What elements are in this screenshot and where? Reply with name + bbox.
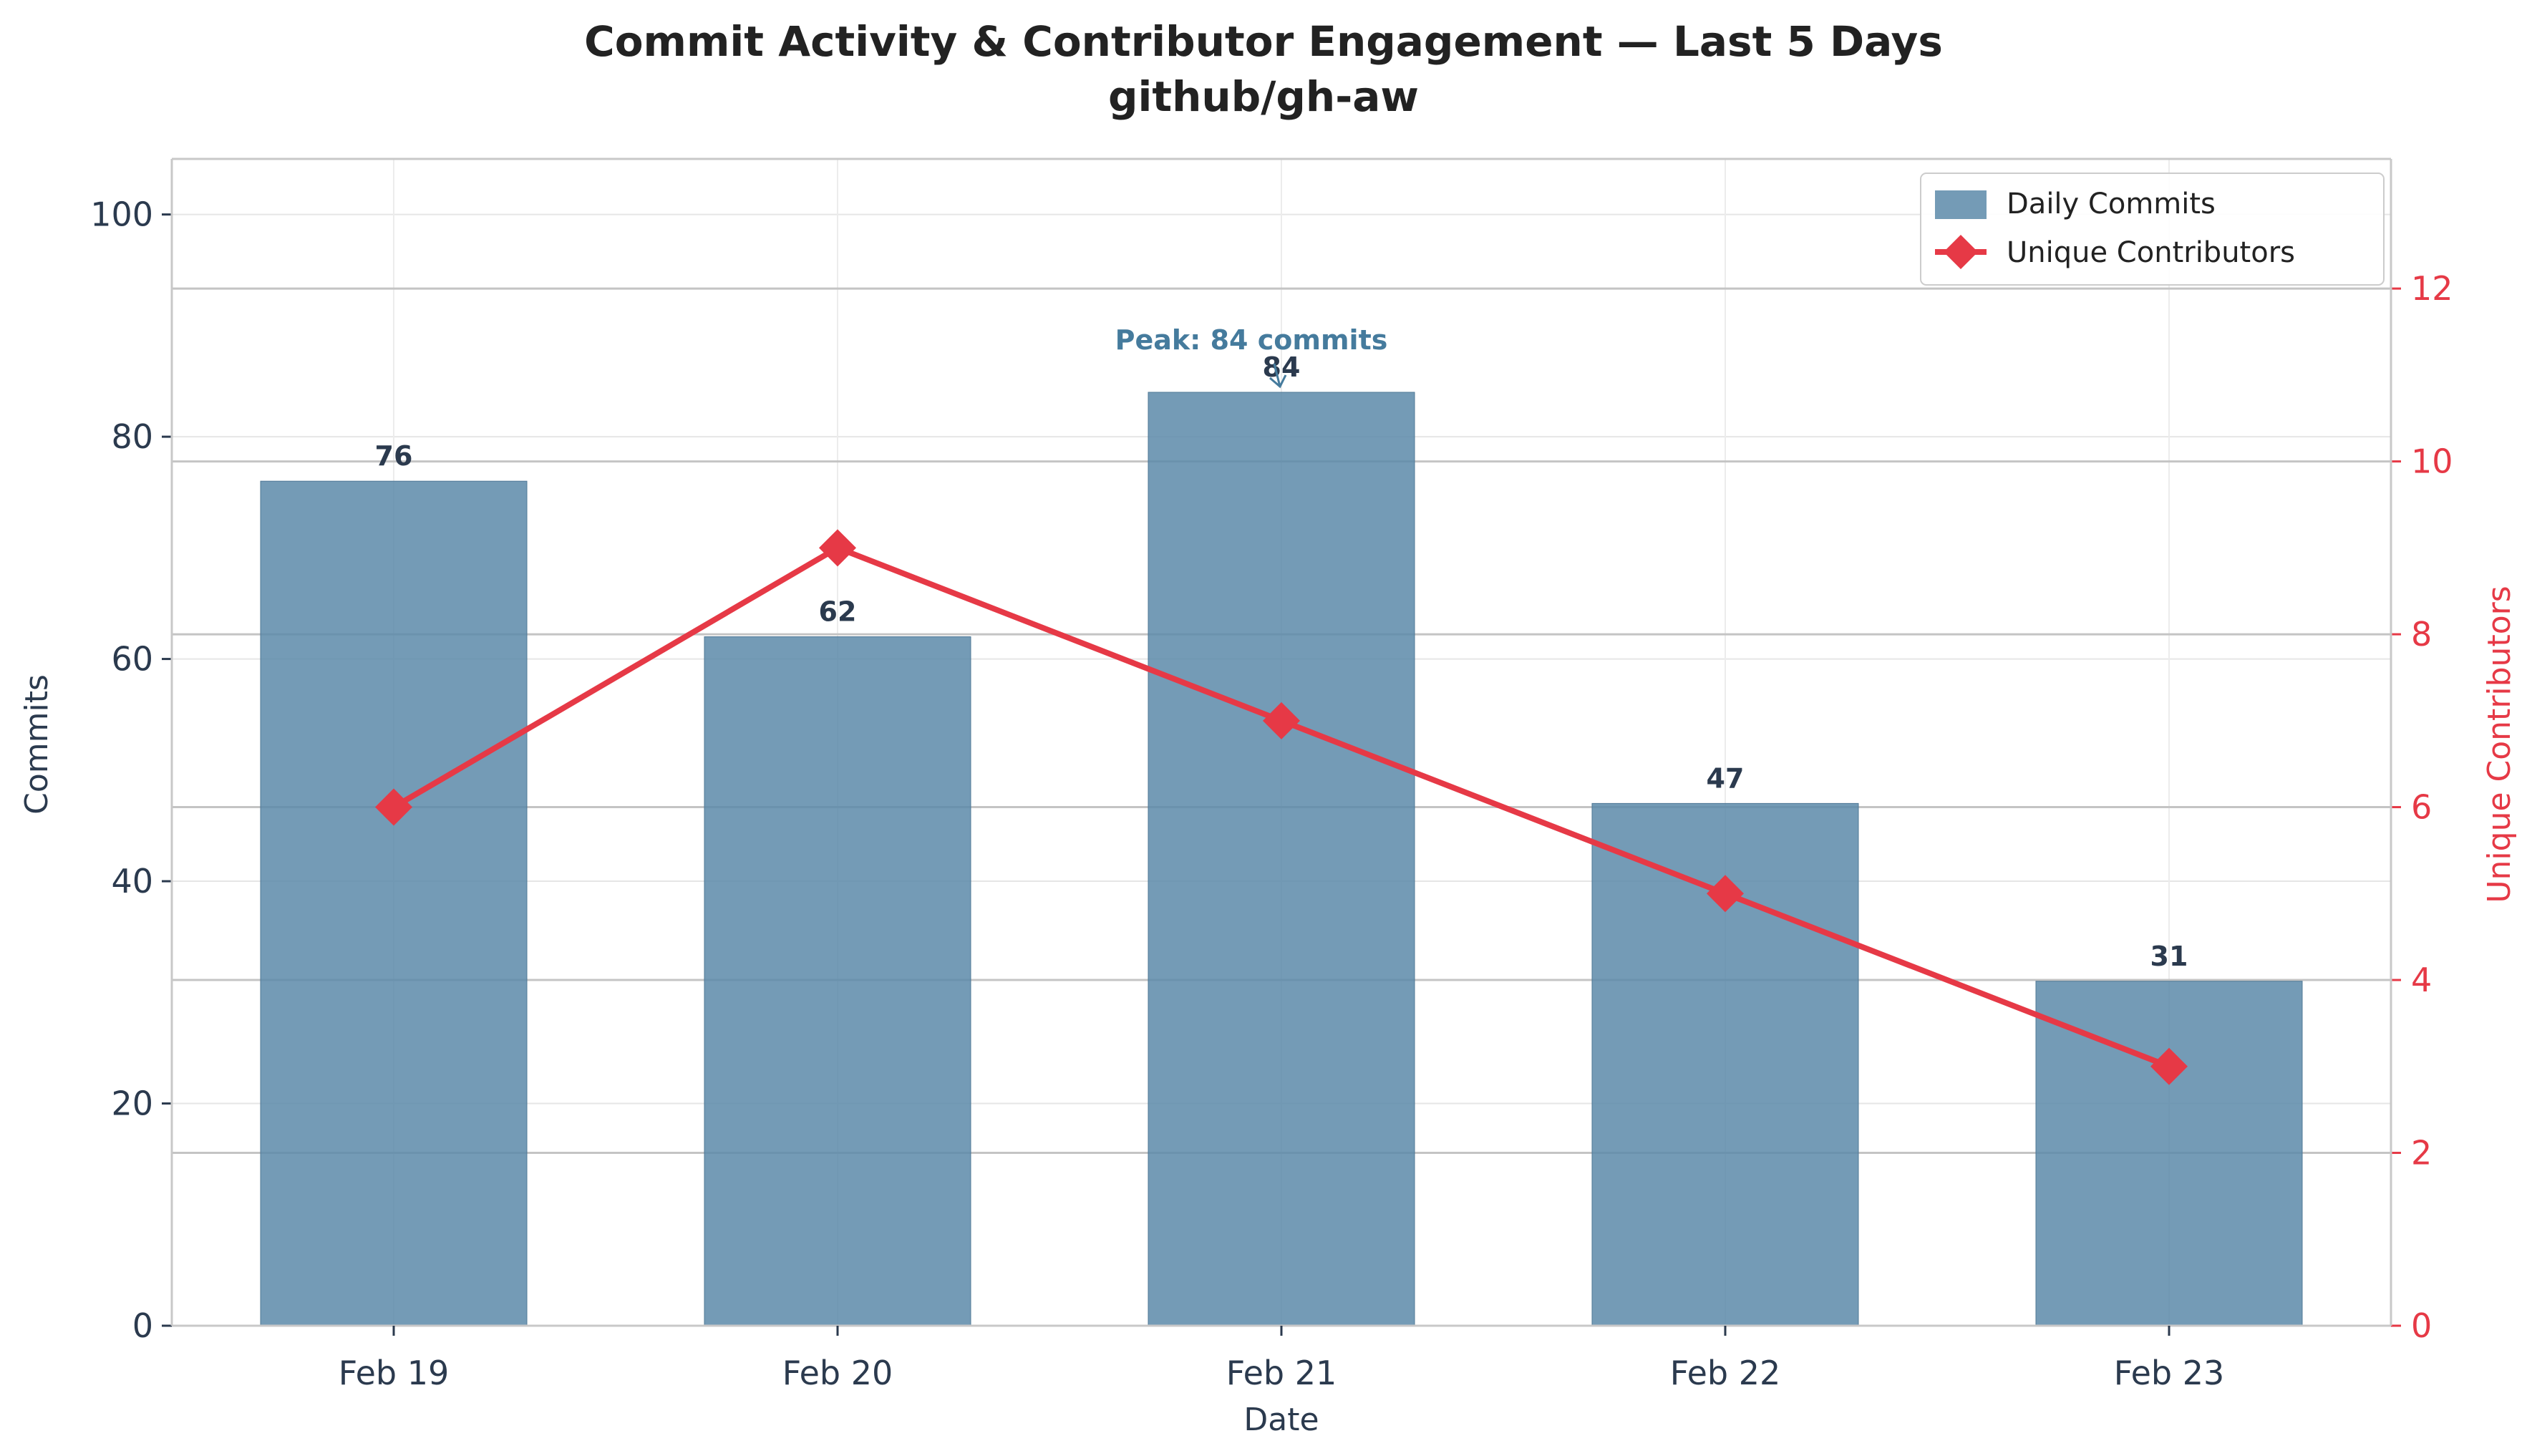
bar-value-label: 84 — [1263, 351, 1301, 383]
bar-value-label: 47 — [1707, 762, 1745, 794]
x-axis-label: Date — [1243, 1402, 1319, 1438]
contributors-point-feb-23 — [2150, 1047, 2188, 1085]
bar-feb-19 — [260, 480, 528, 1326]
y-tick-label: 20 — [111, 1084, 153, 1123]
bars-layer — [260, 392, 2303, 1326]
legend-label-unique-contributors: Unique Contributors — [2007, 236, 2295, 269]
y2-tick-label: 0 — [2411, 1306, 2432, 1345]
y2-tick-label: 6 — [2411, 788, 2432, 827]
x-tick-label: Feb 23 — [2114, 1354, 2225, 1392]
contributors-point-feb-20 — [819, 529, 856, 567]
legend-frame — [1920, 173, 2385, 286]
legend-marker-diamond — [1944, 235, 1978, 269]
x-tick-label: Feb 22 — [1670, 1354, 1781, 1392]
y2-tick-label: 2 — [2411, 1134, 2432, 1173]
peak-annotation: Peak: 84 commits — [1115, 324, 1388, 389]
contributors-point-feb-21 — [1263, 702, 1300, 739]
x-tick-label: Feb 19 — [339, 1354, 450, 1392]
y-tick-label: 80 — [111, 417, 153, 456]
bar-value-label: 76 — [375, 440, 413, 472]
y-tick-label: 100 — [90, 195, 153, 234]
bar-value-label: 31 — [2150, 941, 2188, 972]
bar-feb-21 — [1148, 392, 1415, 1326]
legend-swatch-daily-commits — [1935, 190, 1987, 219]
annotation-arrow — [1269, 363, 1287, 389]
chart-subtitle: github/gh-aw — [1108, 72, 1419, 121]
axes-layer: 0 20 40 60 80 100 0 2 4 6 8 10 12 Feb 19 Feb 20 Feb 21 F… — [90, 157, 2453, 1392]
y-tick-label: 0 — [132, 1306, 153, 1345]
legend: Daily Commits Unique Contributors — [1920, 173, 2385, 286]
y-tick-label: 60 — [111, 640, 153, 679]
y2-axis-label: Unique Contributors — [2481, 586, 2518, 903]
bar-feb-20 — [704, 636, 971, 1326]
annotation-text: Peak: 84 commits — [1115, 324, 1388, 356]
chart-title: Commit Activity & Contributor Engagement… — [584, 17, 1943, 66]
contributors-point-feb-22 — [1707, 875, 1744, 913]
contributors-point-feb-19 — [375, 788, 412, 826]
y2-tick-label: 4 — [2411, 961, 2432, 999]
y2-tick-label: 12 — [2411, 269, 2453, 308]
y-axis-label: Commits — [19, 674, 55, 815]
data-labels-layer: 76 62 84 47 31 — [375, 351, 2188, 972]
line-layer — [375, 529, 2188, 1085]
bar-value-label: 62 — [819, 596, 857, 628]
y2-tick-label: 8 — [2411, 615, 2432, 654]
y2-tick-label: 10 — [2411, 442, 2453, 481]
x-tick-label: Feb 21 — [1226, 1354, 1337, 1392]
legend-label-daily-commits: Daily Commits — [2007, 188, 2216, 220]
y-tick-label: 40 — [111, 862, 153, 901]
bar-feb-23 — [2035, 981, 2303, 1326]
x-tick-label: Feb 20 — [782, 1354, 893, 1392]
